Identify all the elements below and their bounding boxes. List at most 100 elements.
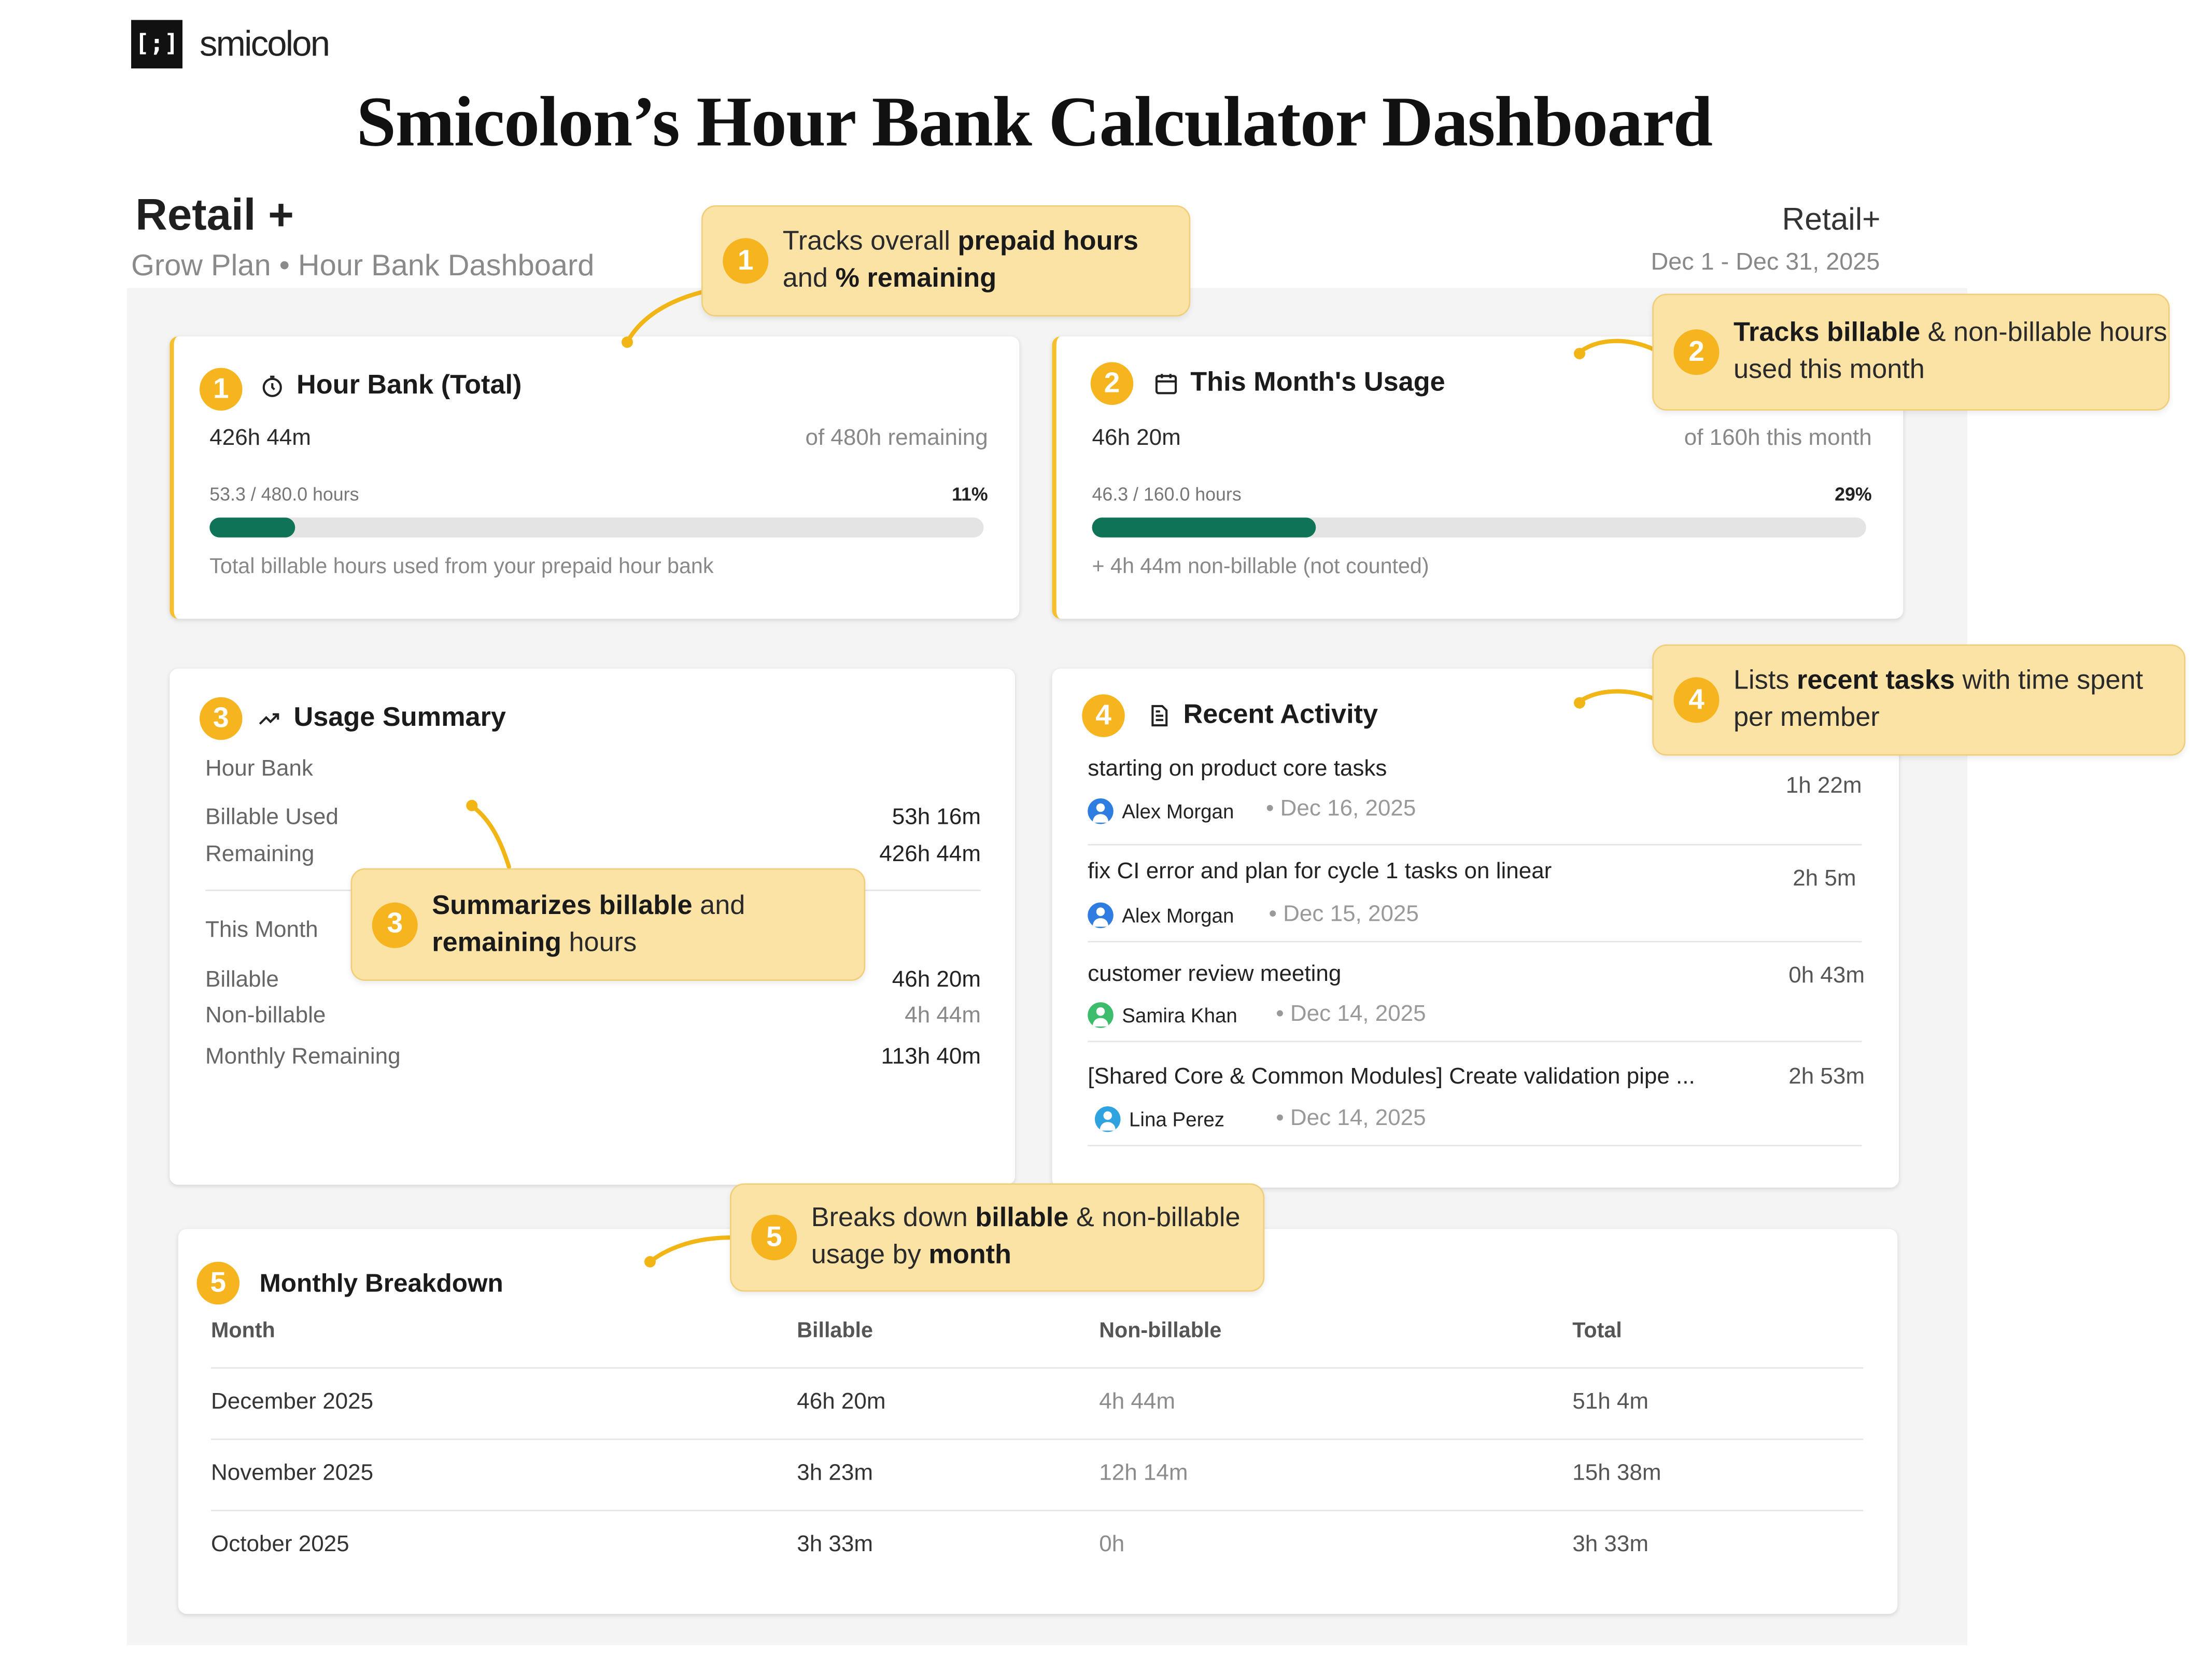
avatar: [1088, 902, 1114, 929]
cell-total: 51h 4m: [1572, 1390, 1649, 1414]
callout-text: Tracks overall prepaid hours and % remai…: [782, 227, 1138, 294]
trending-up-icon: [259, 713, 279, 725]
step-badge: 4: [1673, 677, 1720, 723]
divider: [1088, 844, 1862, 846]
calendar-icon: [1155, 374, 1177, 395]
activity-user: Alex Morgan: [1088, 902, 1234, 929]
progress-label: 46.3 / 160.0 hours: [1092, 483, 1242, 505]
divider: [211, 1510, 1864, 1511]
card-footnote: + 4h 44m non-billable (not counted): [1092, 554, 1429, 579]
divider: [1088, 1145, 1862, 1146]
cell-billable: 3h 23m: [797, 1461, 873, 1486]
activity-date: • Dec 14, 2025: [1276, 1106, 1426, 1131]
cell-billable: 46h 20m: [797, 1390, 886, 1414]
callout-text: Summarizes billable and remaining hours: [432, 891, 745, 958]
summary-label: Billable Used: [205, 805, 339, 830]
activity-user: Lina Perez: [1095, 1106, 1224, 1132]
activity-duration: 0h 43m: [1788, 964, 1865, 988]
section-label: This Month: [205, 918, 318, 943]
document-icon: [1151, 705, 1168, 727]
avatar: [1095, 1106, 1121, 1132]
cell-month: November 2025: [211, 1461, 374, 1486]
callout-3: 3 Summarizes billable and remaining hour…: [350, 868, 866, 981]
summary-label: Remaining: [205, 842, 315, 867]
summary-label: Billable: [205, 968, 279, 992]
clock-icon: [262, 375, 282, 397]
brand-name: smicolon: [200, 24, 330, 64]
step-badge: 2: [1673, 329, 1720, 375]
callout-1: 1 Tracks overall prepaid hours and % rem…: [701, 205, 1191, 317]
card-title-text: This Month's Usage: [1190, 368, 1445, 398]
activity-date: • Dec 15, 2025: [1269, 902, 1419, 927]
breadcrumb: Grow Plan • Hour Bank Dashboard: [131, 249, 595, 283]
activity-user: Samira Khan: [1088, 1002, 1237, 1028]
card-title-text: Hour Bank (Total): [297, 371, 522, 401]
card-title: Usage Summary: [257, 703, 506, 735]
month-usage-card: 2 This Month's Usage 46h 20m of 160h thi…: [1052, 336, 1904, 619]
cell-month: October 2025: [211, 1533, 349, 1557]
user-name: Alex Morgan: [1122, 904, 1234, 927]
date-range[interactable]: Dec 1 - Dec 31, 2025: [1651, 248, 1880, 275]
card-footnote: Total billable hours used from your prep…: [209, 554, 714, 579]
cell-non-billable: 4h 44m: [1099, 1390, 1176, 1414]
activity-date: • Dec 14, 2025: [1276, 1002, 1426, 1027]
step-badge: 1: [200, 368, 243, 411]
avatar: [1088, 1002, 1114, 1028]
activity-duration: 1h 22m: [1785, 774, 1862, 798]
column-header-billable[interactable]: Billable: [797, 1318, 873, 1343]
used-note: of 160h this month: [1684, 426, 1872, 451]
divider: [1088, 1041, 1862, 1043]
activity-duration: 2h 5m: [1793, 867, 1856, 891]
cell-non-billable: 0h: [1099, 1533, 1125, 1557]
user-icon: [1092, 1007, 1109, 1027]
column-header-total[interactable]: Total: [1572, 1318, 1622, 1343]
step-badge: 4: [1082, 694, 1125, 737]
hour-bank-progress-bar: [209, 517, 984, 538]
remaining-note: of 480h remaining: [805, 426, 988, 451]
summary-label: Monthly Remaining: [205, 1045, 401, 1070]
summary-value: 46h 20m: [892, 968, 981, 992]
cell-non-billable: 12h 14m: [1099, 1461, 1188, 1486]
step-badge: 1: [723, 238, 769, 284]
user-icon: [1100, 1111, 1116, 1131]
step-badge: 5: [751, 1215, 797, 1260]
card-title-text: Usage Summary: [293, 702, 506, 733]
progress-label: 53.3 / 480.0 hours: [209, 483, 359, 505]
step-badge: 2: [1090, 362, 1134, 405]
user-icon: [1092, 907, 1109, 927]
cell-month: December 2025: [211, 1390, 374, 1414]
section-label: Hour Bank: [205, 757, 313, 781]
cell-total: 15h 38m: [1572, 1461, 1661, 1486]
progress-percent: 29%: [1835, 483, 1872, 505]
column-header-month[interactable]: Month: [211, 1318, 275, 1343]
progress-fill: [1092, 517, 1317, 538]
logo-icon: [;]: [131, 20, 182, 68]
step-badge: 3: [372, 902, 418, 948]
activity-task: [Shared Core & Common Modules] Create va…: [1088, 1065, 1695, 1089]
activity-user: Alex Morgan: [1088, 798, 1234, 824]
summary-value: 426h 44m: [879, 842, 981, 867]
avatar: [1088, 798, 1114, 824]
divider: [1088, 941, 1862, 943]
card-title: Monthly Breakdown: [259, 1269, 503, 1298]
callout-5: 5 Breaks down billable & non-billable us…: [730, 1183, 1265, 1292]
activity-task: starting on product core tasks: [1088, 757, 1387, 781]
client-name: Retail +: [135, 189, 294, 240]
callout-2: 2 Tracks billable & non-billable hours u…: [1652, 293, 2170, 411]
cell-total: 3h 33m: [1572, 1533, 1649, 1557]
activity-duration: 2h 53m: [1788, 1065, 1865, 1089]
callout-text: Lists recent tasks with time spent per m…: [1734, 666, 2143, 733]
user-name: Lina Perez: [1129, 1107, 1225, 1131]
user-name: Alex Morgan: [1122, 799, 1234, 823]
step-badge: 5: [196, 1261, 239, 1305]
used-value: 46h 20m: [1092, 426, 1181, 451]
card-title: Recent Activity: [1146, 700, 1378, 732]
card-title: This Month's Usage: [1153, 368, 1445, 400]
column-header-non-billable[interactable]: Non-billable: [1099, 1318, 1222, 1343]
activity-task: fix CI error and plan for cycle 1 tasks …: [1088, 860, 1552, 884]
activity-date: • Dec 16, 2025: [1266, 797, 1416, 821]
activity-task: customer review meeting: [1088, 962, 1342, 987]
hour-bank-card: 1 Hour Bank (Total) 426h 44m of 480h rem…: [170, 336, 1020, 619]
card-title-text: Recent Activity: [1183, 700, 1378, 730]
